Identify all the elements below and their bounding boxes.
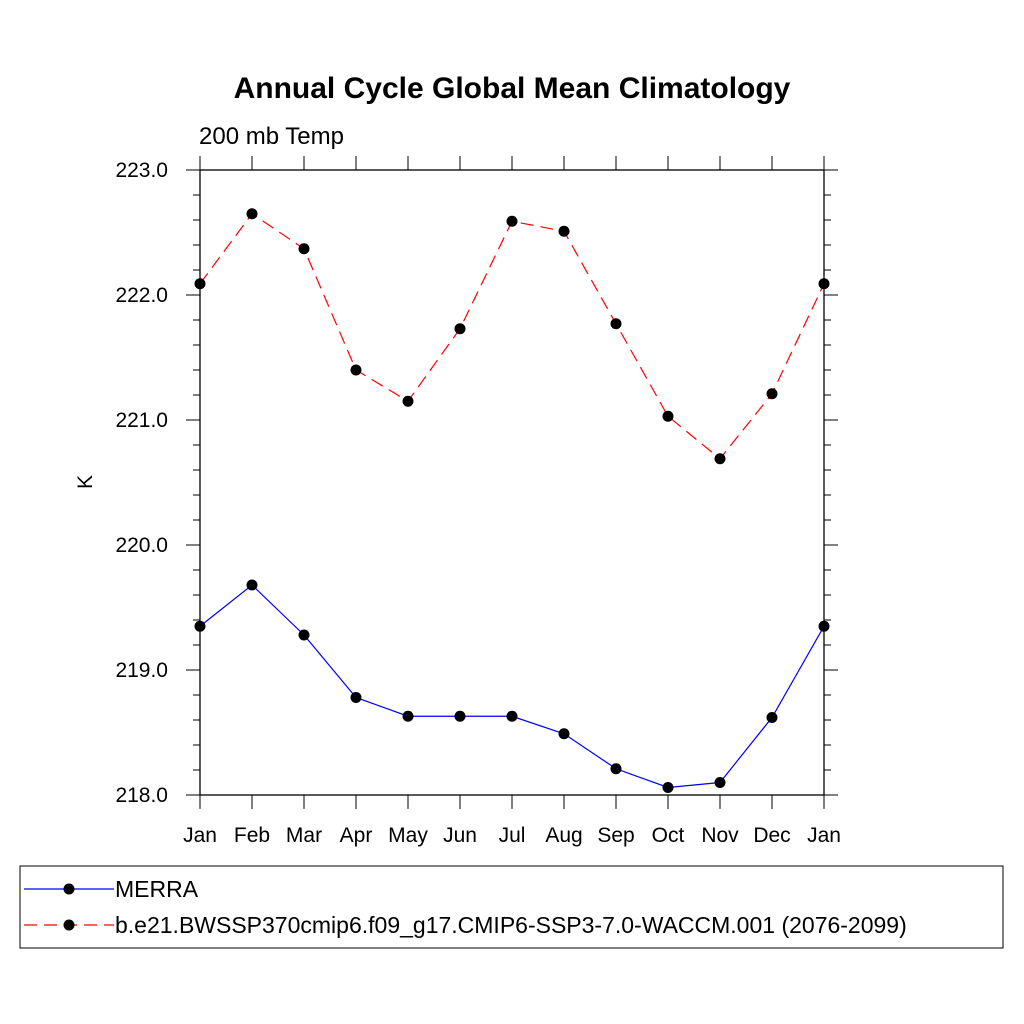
- data-point: [662, 782, 674, 793]
- data-point: [246, 208, 258, 220]
- y-tick-label: 219.0: [115, 659, 168, 682]
- legend-marker: [63, 883, 75, 895]
- axis-tick-labels: Jan Feb Mar Apr May Jun Jul Aug Sep Oct Nov Dec Jan 2…: [115, 159, 840, 847]
- data-point: [818, 620, 830, 632]
- x-tick-label: Sep: [597, 824, 634, 847]
- data-point: [402, 395, 414, 407]
- data-point: [350, 692, 362, 703]
- x-tick-label: Jan: [183, 824, 217, 847]
- y-tick-label: 220.0: [115, 534, 168, 557]
- x-tick-label: Jul: [499, 824, 526, 847]
- data-point: [506, 710, 518, 722]
- data-point: [610, 763, 622, 775]
- x-tick-label: Jan: [807, 824, 841, 847]
- x-tick-label: Aug: [545, 824, 582, 847]
- legend-marker: [63, 919, 75, 931]
- data-point: [714, 453, 726, 465]
- data-point: [454, 323, 466, 335]
- data-point: [194, 620, 206, 632]
- x-tick-label: Dec: [753, 824, 790, 847]
- data-point: [506, 215, 518, 227]
- y-tick-label: 222.0: [115, 284, 168, 307]
- series-lines: [199, 212, 825, 789]
- x-tick-label: Apr: [340, 824, 373, 847]
- chart-subtitle: 200 mb Temp: [199, 123, 344, 150]
- data-point: [246, 579, 258, 591]
- x-tick-label: Mar: [286, 824, 322, 847]
- legend-box: [19, 865, 1004, 949]
- legend-label: b.e21.BWSSP370cmip6.f09_g17.CMIP6-SSP3-7…: [115, 912, 907, 938]
- chart-title: Annual Cycle Global Mean Climatology: [234, 72, 791, 105]
- series-line: [199, 212, 825, 460]
- data-point: [402, 710, 414, 722]
- x-tick-label: Feb: [234, 824, 270, 847]
- y-tick-label: 221.0: [115, 409, 168, 432]
- x-tick-label: Jun: [443, 824, 477, 847]
- series-points: [194, 208, 830, 793]
- data-point: [766, 712, 778, 723]
- legend: MERRA b.e21.BWSSP370cmip6.f09_g17.CMIP6-S…: [24, 876, 907, 938]
- x-tick-label: May: [388, 824, 428, 847]
- y-axis-label: K: [74, 475, 97, 489]
- data-point: [454, 710, 466, 722]
- series-line: [199, 584, 825, 789]
- data-point: [298, 629, 310, 641]
- data-point: [714, 777, 726, 788]
- data-point: [662, 410, 674, 422]
- data-point: [194, 278, 206, 290]
- data-point: [610, 318, 622, 330]
- y-tick-label: 223.0: [115, 159, 168, 182]
- data-point: [558, 225, 570, 237]
- axis-ticks: [186, 156, 838, 809]
- x-tick-label: Nov: [701, 824, 739, 847]
- data-point: [298, 243, 310, 255]
- y-tick-label: 218.0: [115, 784, 168, 807]
- data-point: [766, 388, 778, 400]
- x-tick-label: Oct: [652, 824, 685, 847]
- plot-frame: [199, 169, 825, 796]
- data-point: [558, 728, 570, 740]
- legend-label: MERRA: [115, 876, 199, 902]
- data-point: [350, 364, 362, 376]
- data-point: [818, 278, 830, 290]
